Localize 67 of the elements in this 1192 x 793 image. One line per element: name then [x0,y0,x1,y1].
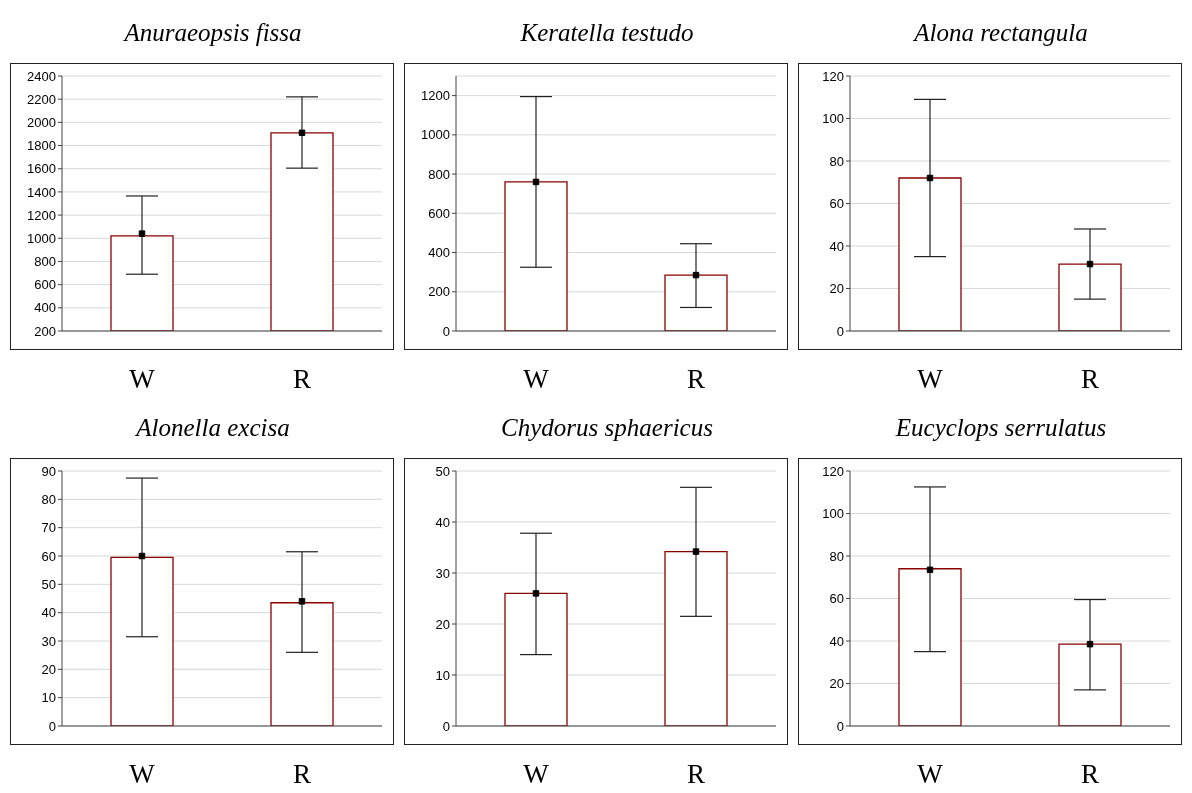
y-tick-label: 0 [836,718,844,734]
y-tick-label: 1800 [27,138,56,154]
y-tick-label: 200 [34,323,56,339]
y-tick-label: 20 [829,281,844,297]
x-tick-label: W [523,759,550,790]
y-tick-label: 40 [829,238,844,254]
x-tick-label: R [686,759,706,790]
y-tick-label: 600 [428,205,450,221]
y-tick-label: 60 [829,591,844,607]
y-tick-label: 30 [435,565,450,581]
y-tick-label: 40 [435,514,450,530]
chart-title: Anuraeopsis fissa [122,18,303,48]
x-tick-label: R [686,364,706,395]
y-tick-label: 2400 [27,68,56,84]
y-tick-label: 80 [41,491,56,507]
y-tick-label: 800 [34,254,56,270]
y-tick-label: 1200 [421,88,450,104]
x-tick-label: W [917,364,944,395]
y-tick-label: 10 [41,690,56,706]
y-tick-label: 100 [822,506,844,522]
y-tick-label: 1000 [421,127,450,143]
y-tick-label: 1600 [27,161,56,177]
y-tick-label: 100 [822,111,844,127]
chart-title: Chydorus sphaericus [500,413,714,443]
y-tick-label: 0 [836,323,844,339]
x-tick-label: W [917,759,944,790]
y-tick-label: 20 [41,661,56,677]
y-tick-label: 1200 [27,207,56,223]
y-tick-label: 60 [829,196,844,212]
y-tick-label: 1000 [27,230,56,246]
y-tick-label: 50 [41,576,56,592]
y-tick-label: 120 [822,68,844,84]
y-tick-label: 400 [428,245,450,261]
x-tick-label: R [292,364,312,395]
y-tick-label: 0 [442,323,450,339]
y-tick-label: 80 [829,153,844,169]
y-tick-label: 200 [428,284,450,300]
y-tick-label: 90 [41,463,56,479]
y-tick-label: 800 [428,166,450,182]
x-tick-label: W [129,759,156,790]
y-tick-label: 50 [435,463,450,479]
x-tick-label: W [523,364,550,395]
y-tick-label: 400 [34,300,56,316]
y-tick-label: 20 [829,676,844,692]
y-tick-label: 600 [34,277,56,293]
x-tick-label: R [292,759,312,790]
y-tick-label: 120 [822,463,844,479]
y-tick-label: 0 [442,718,450,734]
y-tick-label: 2200 [27,91,56,107]
y-tick-label: 1400 [27,184,56,200]
y-tick-label: 40 [41,605,56,621]
y-tick-label: 80 [829,548,844,564]
x-tick-label: R [1080,759,1100,790]
chart-title: Alonella excisa [134,413,291,443]
y-tick-label: 40 [829,633,844,649]
y-tick-label: 70 [41,520,56,536]
chart-title: Alona rectangula [912,18,1089,48]
y-tick-label: 10 [435,667,450,683]
y-tick-label: 0 [48,718,56,734]
y-tick-label: 2000 [27,114,56,130]
y-tick-label: 20 [435,616,450,632]
x-tick-label: R [1080,364,1100,395]
chart-title: Keratella testudo [519,18,695,48]
chart-title: Eucyclops serrulatus [894,413,1108,443]
y-tick-label: 60 [41,548,56,564]
x-tick-label: W [129,364,156,395]
y-tick-label: 30 [41,633,56,649]
